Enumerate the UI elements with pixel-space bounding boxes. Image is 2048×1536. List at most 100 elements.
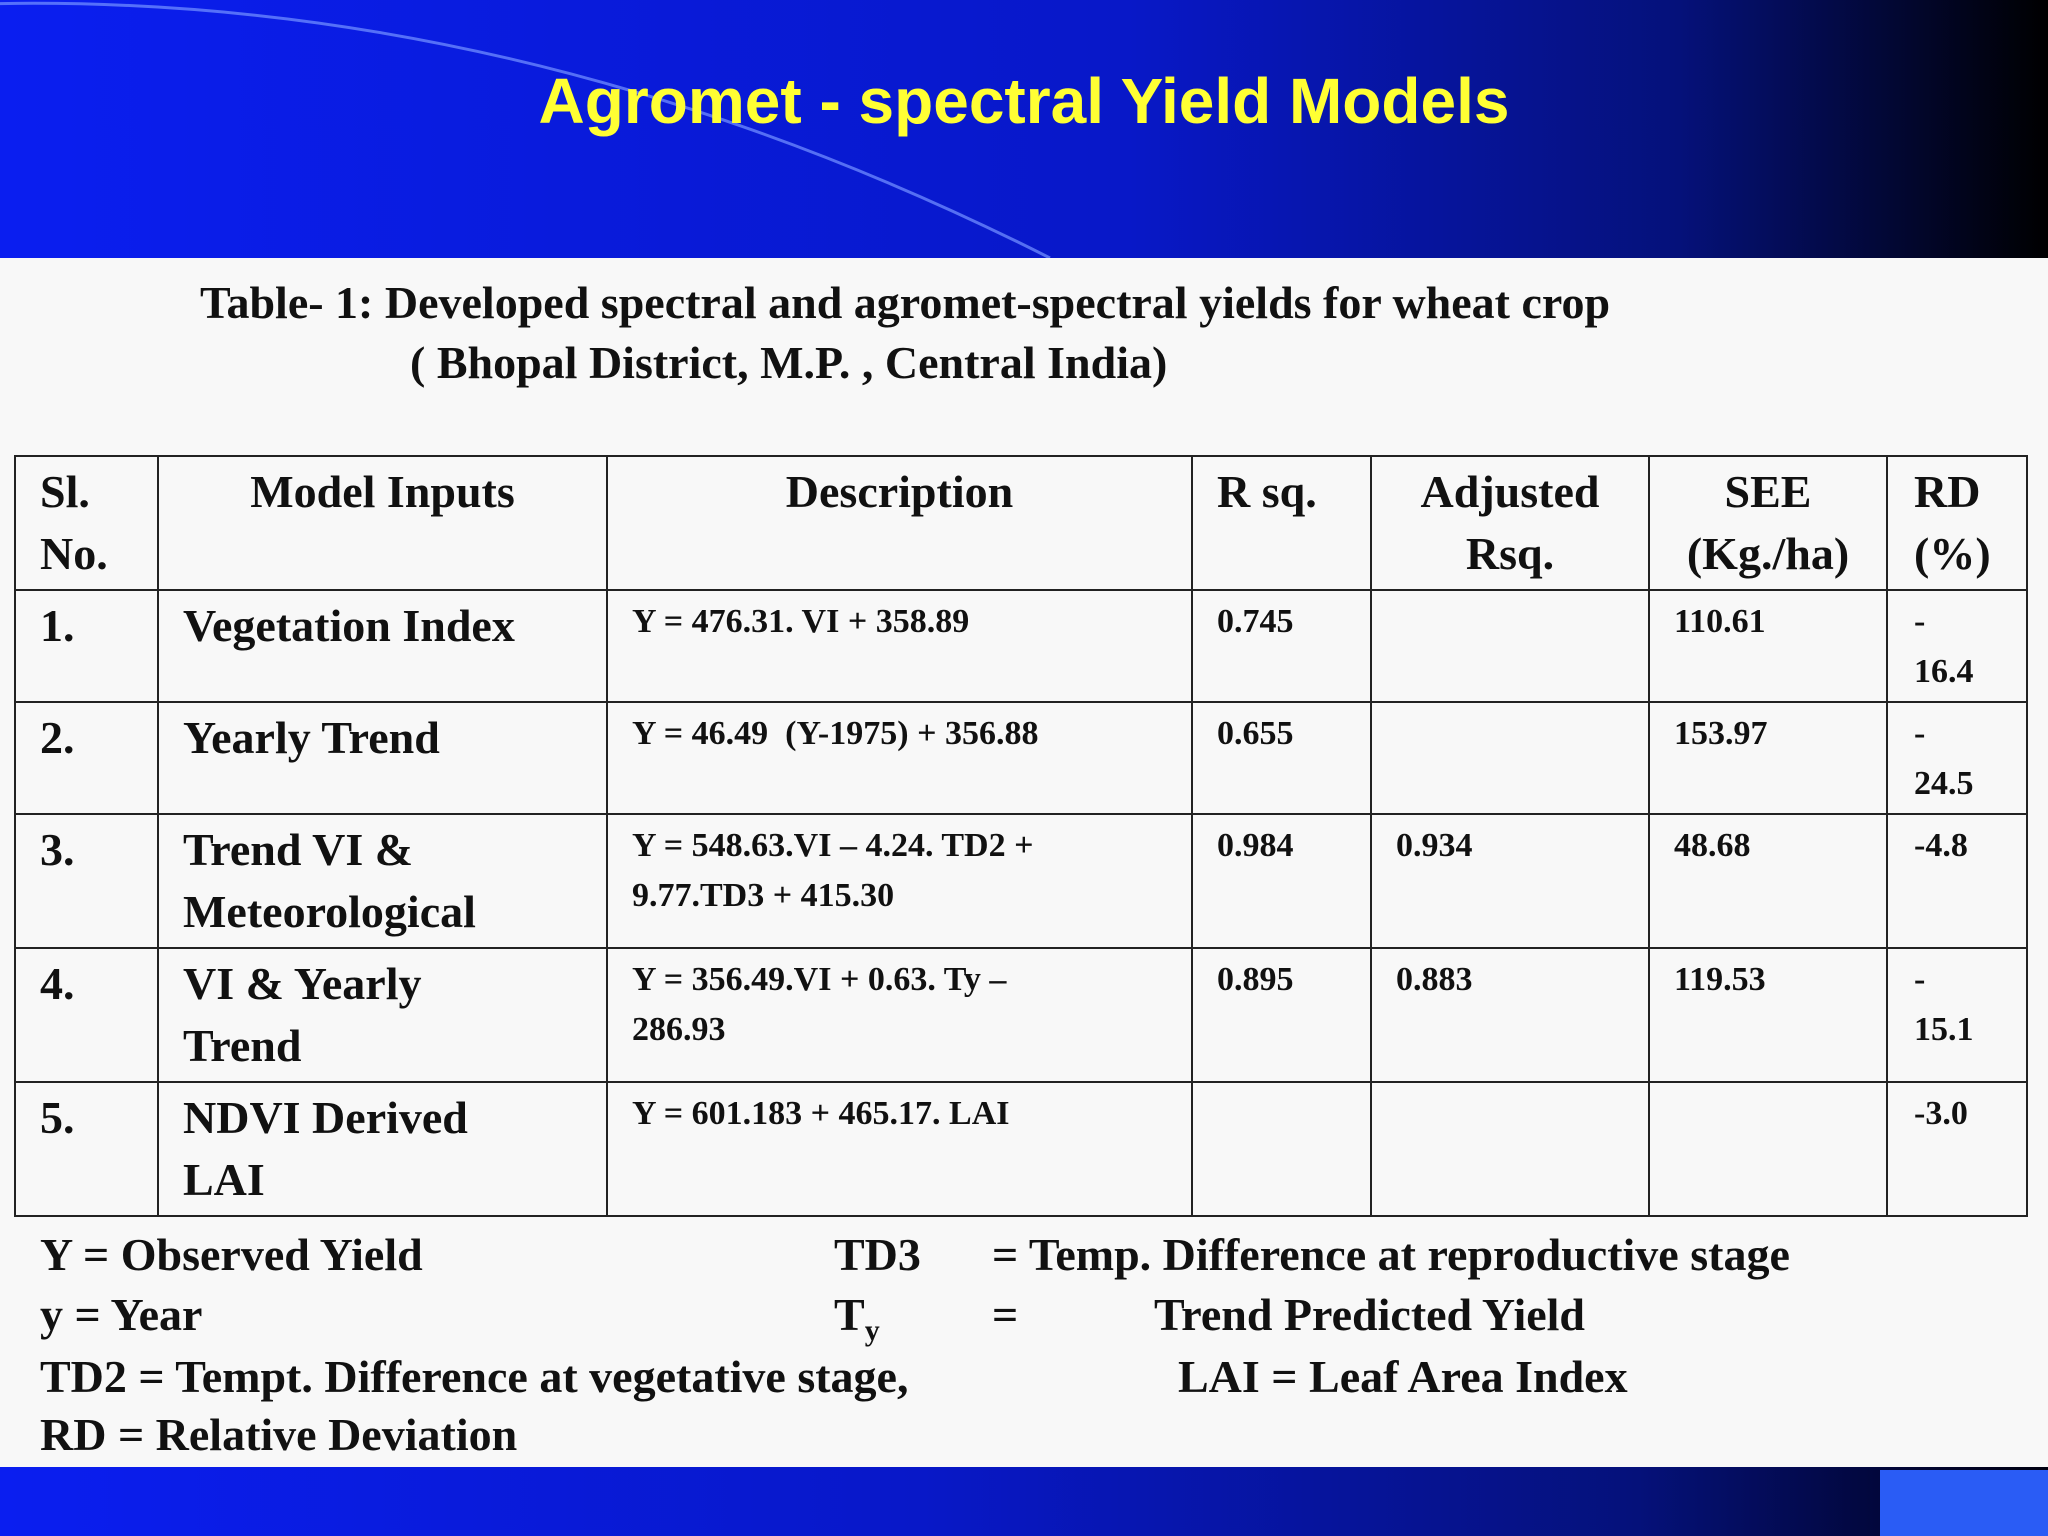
input-line-1: Yearly Trend xyxy=(183,712,440,763)
cell-see: 153.97 xyxy=(1648,701,1888,815)
table-row: 3. Trend VI & Meteorological Y = 548.63.… xyxy=(14,813,2028,949)
rd-line-1: -4.8 xyxy=(1914,827,1968,864)
header-adj-line-2: Rsq. xyxy=(1465,528,1555,579)
legend-ty-equals: = xyxy=(992,1289,1019,1340)
input-line-1: NDVI Derived xyxy=(183,1092,468,1143)
input-line-2: LAI xyxy=(183,1154,265,1205)
desc-line-2: 9.77.TD3 + 415.30 xyxy=(632,877,895,914)
cell-model-input: NDVI Derived LAI xyxy=(157,1081,608,1217)
caption-line-2: ( Bhopal District, M.P. , Central India) xyxy=(410,337,1168,388)
decorative-arc xyxy=(0,1,1051,258)
legend-td3-key: TD3 xyxy=(834,1229,921,1280)
cell-adjusted-rsq: 0.883 xyxy=(1370,947,1650,1083)
legend-ty-subscript: y xyxy=(864,1314,880,1348)
desc-line-2: 286.93 xyxy=(632,1011,726,1048)
rd-line-2: 16.4 xyxy=(1914,653,1974,690)
cell-r-sq: 0.655 xyxy=(1191,701,1372,815)
desc-line-1: Y = 476.31. VI + 358.89 xyxy=(632,603,970,640)
header-sl-line-2: No. xyxy=(40,528,108,579)
cell-description: Y = 476.31. VI + 358.89 xyxy=(606,589,1193,703)
header-r-sq: R sq. xyxy=(1191,455,1372,591)
cell-r-sq: 0.745 xyxy=(1191,589,1372,703)
rd-line-1: -3.0 xyxy=(1914,1095,1968,1132)
cell-model-input: Trend VI & Meteorological xyxy=(157,813,608,949)
cell-sl: 1. xyxy=(14,589,159,703)
header-adjusted-rsq: Adjusted Rsq. xyxy=(1370,455,1650,591)
cell-r-sq: 0.895 xyxy=(1191,947,1372,1083)
slide-title: Agromet - spectral Yield Models xyxy=(538,65,1510,137)
cell-adjusted-rsq: 0.934 xyxy=(1370,813,1650,949)
rd-line-2: 15.1 xyxy=(1914,1011,1974,1048)
desc-line-1: Y = 356.49.VI + 0.63. Ty – xyxy=(632,961,1007,998)
table-row: 1. Vegetation Index Y = 476.31. VI + 358… xyxy=(14,589,2028,703)
cell-see: 48.68 xyxy=(1648,813,1888,949)
cell-rd: -4.8 xyxy=(1886,813,2028,949)
header-adj-line-1: Adjusted xyxy=(1420,466,1600,517)
desc-line-1: Y = 46.49 (Y-1975) + 356.88 xyxy=(632,715,1039,752)
footer-accent-box xyxy=(1880,1470,2048,1536)
input-line-2: Trend xyxy=(183,1020,302,1071)
cell-model-input: Yearly Trend xyxy=(157,701,608,815)
table-row: 4. VI & Yearly Trend Y = 356.49.VI + 0.6… xyxy=(14,947,2028,1083)
header-sl-no: Sl. No. xyxy=(14,455,159,591)
cell-see: 110.61 xyxy=(1648,589,1888,703)
legend-notes: Y = Observed Yield TD3 = Temp. Differenc… xyxy=(0,1218,2048,1468)
header-see-line-2: (Kg./ha) xyxy=(1686,528,1850,579)
legend-ty-value: Trend Predicted Yield xyxy=(1154,1289,1586,1340)
legend-rd: RD = Relative Deviation xyxy=(40,1409,518,1460)
cell-description: Y = 356.49.VI + 0.63. Ty – 286.93 xyxy=(606,947,1193,1083)
legend-td3-value: = Temp. Difference at reproductive stage xyxy=(992,1229,1790,1280)
legend-lai: LAI = Leaf Area Index xyxy=(1178,1351,1628,1402)
rd-line-1: - xyxy=(1914,961,1926,998)
cell-sl: 5. xyxy=(14,1081,159,1217)
header-rd-line-1: RD xyxy=(1914,466,1981,517)
rd-line-1: - xyxy=(1914,715,1926,752)
input-line-1: Vegetation Index xyxy=(183,600,515,651)
legend-td2: TD2 = Tempt. Difference at vegetative st… xyxy=(40,1351,909,1402)
cell-see xyxy=(1648,1081,1888,1217)
header-sl-line-1: Sl. xyxy=(40,466,90,517)
cell-model-input: VI & Yearly Trend xyxy=(157,947,608,1083)
table-row: 2. Yearly Trend Y = 46.49 (Y-1975) + 356… xyxy=(14,701,2028,815)
cell-adjusted-rsq xyxy=(1370,1081,1650,1217)
header-model-inputs: Model Inputs xyxy=(157,455,608,591)
header-band: Agromet - spectral Yield Models xyxy=(0,0,2048,258)
cell-see: 119.53 xyxy=(1648,947,1888,1083)
header-rd-line-2: (%) xyxy=(1914,528,1991,579)
legend-year: y = Year xyxy=(40,1289,203,1340)
input-line-2: Meteorological xyxy=(183,886,476,937)
cell-sl: 4. xyxy=(14,947,159,1083)
header-see-line-1: SEE xyxy=(1724,466,1812,517)
legend-ty-key: Ty xyxy=(834,1288,880,1348)
cell-rd: - 16.4 xyxy=(1886,589,2028,703)
rd-line-2: 24.5 xyxy=(1914,765,1974,802)
desc-line-1: Y = 601.183 + 465.17. LAI xyxy=(632,1095,1010,1132)
cell-sl: 3. xyxy=(14,813,159,949)
table-row: 5. NDVI Derived LAI Y = 601.183 + 465.17… xyxy=(14,1081,2028,1217)
header-see: SEE (Kg./ha) xyxy=(1648,455,1888,591)
cell-description: Y = 46.49 (Y-1975) + 356.88 xyxy=(606,701,1193,815)
yield-models-table: Sl. No. Model Inputs Description R sq. A… xyxy=(14,455,2028,1217)
desc-line-1: Y = 548.63.VI – 4.24. TD2 + xyxy=(632,827,1034,864)
cell-rd: - 15.1 xyxy=(1886,947,2028,1083)
caption-line-1: Table- 1: Developed spectral and agromet… xyxy=(200,277,1611,328)
cell-description: Y = 548.63.VI – 4.24. TD2 + 9.77.TD3 + 4… xyxy=(606,813,1193,949)
cell-sl: 2. xyxy=(14,701,159,815)
header-rd: RD (%) xyxy=(1886,455,2028,591)
cell-r-sq xyxy=(1191,1081,1372,1217)
table-header-row: Sl. No. Model Inputs Description R sq. A… xyxy=(14,455,2028,591)
cell-rd: -3.0 xyxy=(1886,1081,2028,1217)
legend-observed-yield: Y = Observed Yield xyxy=(40,1229,423,1280)
cell-model-input: Vegetation Index xyxy=(157,589,608,703)
rd-line-1: - xyxy=(1914,603,1926,640)
cell-adjusted-rsq xyxy=(1370,701,1650,815)
cell-description: Y = 601.183 + 465.17. LAI xyxy=(606,1081,1193,1217)
legend-ty-letter: T xyxy=(834,1289,865,1340)
cell-adjusted-rsq xyxy=(1370,589,1650,703)
footer-band xyxy=(0,1467,2048,1536)
header-description: Description xyxy=(606,455,1193,591)
cell-r-sq: 0.984 xyxy=(1191,813,1372,949)
input-line-1: VI & Yearly xyxy=(183,958,422,1009)
cell-rd: - 24.5 xyxy=(1886,701,2028,815)
